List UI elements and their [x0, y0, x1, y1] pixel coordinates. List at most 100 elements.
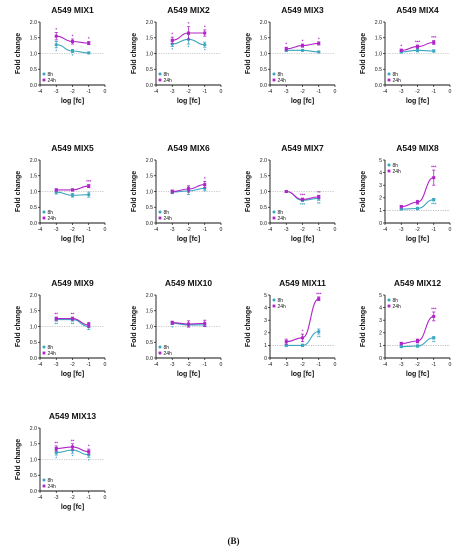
data-point: [284, 190, 288, 193]
significance-label: **: [54, 440, 58, 445]
legend-label: 8h: [48, 478, 54, 484]
x-axis-label: log [fc]: [177, 236, 200, 243]
x-tick-label: -3: [399, 362, 404, 368]
y-tick-label: 1.5: [260, 174, 267, 180]
data-point: [301, 336, 304, 340]
chart-title: A549 MIX2: [167, 5, 210, 15]
x-tick-label: -3: [170, 227, 175, 233]
chart-panel: A549 MIX8 0 1 2 3 4 5 -4 -3 -2 -1 0 log [fc] Fold cha…: [360, 143, 452, 243]
data-point: [399, 342, 403, 346]
legend-label: 24h: [393, 78, 402, 84]
x-tick-label: 0: [220, 227, 223, 233]
significance-label: *: [171, 325, 173, 330]
significance-label: ***: [431, 201, 437, 206]
chart-title: A549 MIX8: [396, 143, 439, 153]
y-tick-label: 2.0: [375, 20, 382, 26]
y-tick-label: 5: [264, 293, 267, 299]
x-tick-label: -4: [154, 362, 159, 368]
data-point: [54, 188, 58, 192]
y-axis-label: Fold change: [131, 33, 138, 74]
significance-label: *: [204, 24, 206, 29]
legend-label: 24h: [393, 169, 402, 175]
y-axis-label: Fold change: [245, 306, 252, 347]
y-tick-label: 1.5: [146, 36, 153, 42]
data-point: [71, 317, 74, 321]
data-point: [415, 48, 420, 52]
y-tick-label: 0.0: [30, 83, 37, 89]
legend-swatch: [42, 484, 46, 488]
data-point: [415, 344, 420, 348]
x-tick-label: 0: [104, 495, 107, 501]
chart-panel: A549 MIX4 0.0 0.5 1.0 1.5 2.0 -4 -3 -2 -1 0 log [fc…: [360, 5, 452, 105]
chart-panel: A549 MIX7 0.0 0.5 1.0 1.5 2.0 -4 -3 -2 -1 0 log [fc…: [245, 143, 337, 243]
y-tick-label: 1.5: [146, 174, 153, 180]
y-tick-label: 1.0: [146, 324, 153, 330]
significance-label: ***: [300, 202, 306, 207]
y-tick-label: 5: [379, 158, 382, 164]
legend-swatch: [42, 345, 46, 349]
significance-label: *: [204, 48, 206, 53]
chart-panel: A549 MIX10 0.0 0.5 1.0 1.5 2.0 -4 -3 -2 -1 0 log [f…: [131, 278, 223, 378]
data-point: [432, 336, 436, 340]
y-tick-label: 0.5: [30, 340, 37, 346]
chart-title: A549 MIX10: [165, 278, 213, 288]
data-point: [71, 445, 74, 449]
data-point: [432, 49, 436, 53]
data-point: [399, 205, 403, 209]
chart-panel: A549 MIX2 0.0 0.5 1.0 1.5 2.0 -4 -3 -2 -1 0 log [fc…: [131, 5, 223, 105]
y-tick-label: 1.5: [375, 36, 382, 42]
y-tick-label: 2: [264, 331, 267, 337]
legend-swatch: [272, 78, 276, 82]
x-tick-label: -3: [54, 362, 59, 368]
legend-swatch: [387, 72, 391, 76]
data-point: [70, 193, 75, 197]
significance-label: ***: [300, 193, 306, 198]
x-tick-label: -4: [38, 495, 43, 501]
chart-title: A549 MIX13: [49, 411, 97, 421]
y-tick-label: 1.0: [30, 457, 37, 463]
y-tick-label: 2.0: [260, 158, 267, 164]
x-tick-label: -1: [202, 227, 207, 233]
chart-panel: A549 MIX9 0.0 0.5 1.0 1.5 2.0 -4 -3 -2 -1 0 log [fc…: [15, 278, 107, 378]
x-tick-label: -4: [268, 89, 273, 95]
y-tick-label: 2: [379, 331, 382, 337]
legend-label: 24h: [164, 351, 173, 357]
legend-label: 8h: [278, 298, 284, 304]
significance-label: **: [432, 340, 436, 345]
x-axis-label: log [fc]: [177, 371, 200, 378]
legend-label: 24h: [393, 304, 402, 310]
y-tick-label: 2.0: [30, 158, 37, 164]
data-point: [399, 207, 403, 211]
x-tick-label: -1: [86, 495, 91, 501]
y-tick-label: 1.5: [260, 36, 267, 42]
y-tick-label: 1.0: [30, 324, 37, 330]
significance-label: **: [317, 335, 321, 340]
data-point: [432, 198, 436, 202]
x-tick-label: -2: [415, 227, 420, 233]
legend-label: 8h: [164, 345, 170, 351]
x-tick-label: -2: [300, 89, 305, 95]
legend-label: 8h: [164, 72, 170, 78]
y-axis-label: Fold change: [245, 33, 252, 74]
x-tick-label: -2: [186, 362, 191, 368]
legend-swatch: [158, 72, 162, 76]
chart-panel: A549 MIX6 0.0 0.5 1.0 1.5 2.0 -4 -3 -2 -1 0 log [fc…: [131, 143, 223, 243]
significance-label: *: [72, 454, 74, 459]
y-tick-label: 0.5: [146, 205, 153, 211]
x-tick-label: -3: [399, 227, 404, 233]
legend-swatch: [272, 210, 276, 214]
legend-swatch: [42, 478, 46, 482]
x-tick-label: -1: [431, 362, 436, 368]
x-tick-label: -3: [54, 227, 59, 233]
legend-label: 8h: [278, 210, 284, 216]
data-point: [300, 48, 305, 52]
y-tick-label: 1.0: [260, 51, 267, 57]
legend-swatch: [42, 78, 46, 82]
significance-label: *: [72, 34, 74, 39]
data-point: [170, 321, 174, 325]
x-tick-label: -4: [268, 227, 273, 233]
y-tick-label: 0.5: [375, 67, 382, 73]
y-tick-label: 2: [379, 196, 382, 202]
chart-panel: A549 MIX5 0.0 0.5 1.0 1.5 2.0 -4 -3 -2 -1 0 log [fc…: [15, 143, 107, 243]
x-tick-label: 0: [220, 89, 223, 95]
